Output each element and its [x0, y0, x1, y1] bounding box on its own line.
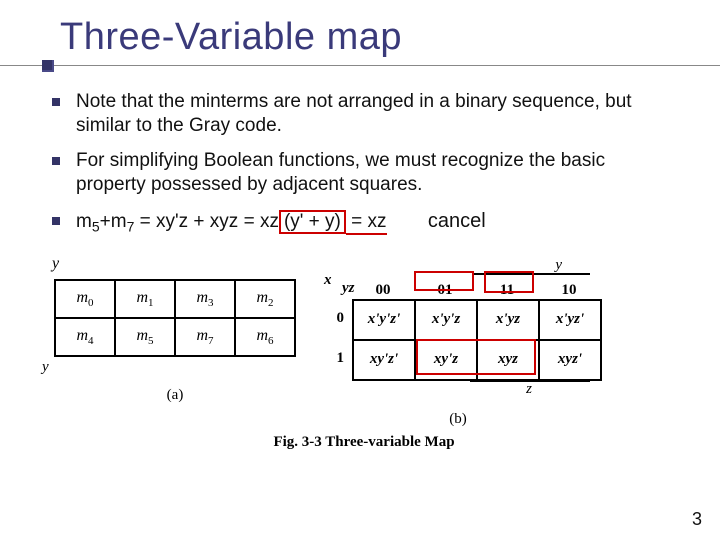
- fig-b-sublabel: (b): [314, 411, 602, 428]
- eq-tail: = xz: [346, 211, 387, 235]
- kmap-cell: m2: [235, 280, 295, 318]
- kmap-cell: x'y'z: [415, 300, 477, 340]
- kmap-cell: m1: [115, 280, 175, 318]
- eq-m2: m: [111, 211, 127, 232]
- fig-a-sublabel: (a): [54, 387, 296, 404]
- bullet-item: For simplifying Boolean functions, we mu…: [48, 149, 680, 198]
- highlight-box-col01: [414, 271, 474, 291]
- eq-mid: = xy'z + xyz = xz: [140, 211, 279, 232]
- figures-row: y m0 m1 m3 m2 m4 m5 m7 m6 y: [48, 259, 680, 428]
- eq-plus: +: [100, 211, 111, 232]
- table-row: x'y'z' x'y'z x'yz x'yz': [353, 300, 601, 340]
- kmap-table-a: m0 m1 m3 m2 m4 m5 m7 m6: [54, 279, 296, 357]
- slide: Three-Variable map Note that the minterm…: [0, 0, 720, 540]
- fig-a-axis-y: y: [52, 255, 59, 273]
- kmap-cell: x'y'z': [353, 300, 415, 340]
- kmap-cell: x'yz: [477, 300, 539, 340]
- eq-sub1: 5: [92, 219, 100, 235]
- title-bar: Three-Variable map: [0, 0, 720, 66]
- figure-a: y m0 m1 m3 m2 m4 m5 m7 m6 y: [48, 259, 296, 404]
- table-row: m0 m1 m3 m2: [55, 280, 295, 318]
- slide-body: Note that the minterms are not arranged …: [0, 66, 720, 451]
- col-header: 10: [538, 282, 600, 299]
- slide-title: Three-Variable map: [60, 16, 690, 59]
- fig-b-x-corner: x: [324, 272, 332, 289]
- bullet-item: Note that the minterms are not arranged …: [48, 90, 680, 139]
- kmap-cell: xy'z': [353, 340, 415, 380]
- kmap-cell: m5: [115, 318, 175, 356]
- eq-m1: m: [76, 211, 92, 232]
- fig-b-col-headers: x yz 00 01 11 10: [352, 263, 602, 299]
- kmap-cell: m3: [175, 280, 235, 318]
- col-header: 00: [352, 282, 414, 299]
- row-header: 0: [314, 299, 352, 339]
- bullet-list: Note that the minterms are not arranged …: [48, 90, 680, 237]
- fig-b-z-label: z: [526, 381, 532, 398]
- row-header: 1: [314, 339, 352, 379]
- table-row: m4 m5 m7 m6: [55, 318, 295, 356]
- equation-line: m5+m7 = xy'z + xyz = xz(y' + y) = xz can…: [48, 209, 680, 237]
- kmap-cell: m7: [175, 318, 235, 356]
- cancel-label: cancel: [428, 209, 486, 235]
- eq-sub2: 7: [127, 219, 135, 235]
- kmap-cell: m4: [55, 318, 115, 356]
- kmap-cell: xyz': [539, 340, 601, 380]
- kmap-cell: m0: [55, 280, 115, 318]
- figure-caption: Fig. 3-3 Three-variable Map: [48, 434, 680, 451]
- figure-b: y x yz 00 01 11 10 0 1: [314, 259, 602, 428]
- fig-b-yz-corner: yz: [342, 280, 355, 297]
- highlight-box-adjacent: [416, 339, 536, 375]
- fig-b-row-headers: 0 1: [314, 299, 352, 381]
- eq-paren-highlight: (y' + y): [279, 210, 346, 234]
- fig-a-y-side: y: [42, 359, 49, 376]
- kmap-cell: m6: [235, 318, 295, 356]
- highlight-box-col11: [484, 271, 534, 293]
- kmap-cell: x'yz': [539, 300, 601, 340]
- page-number: 3: [692, 509, 702, 530]
